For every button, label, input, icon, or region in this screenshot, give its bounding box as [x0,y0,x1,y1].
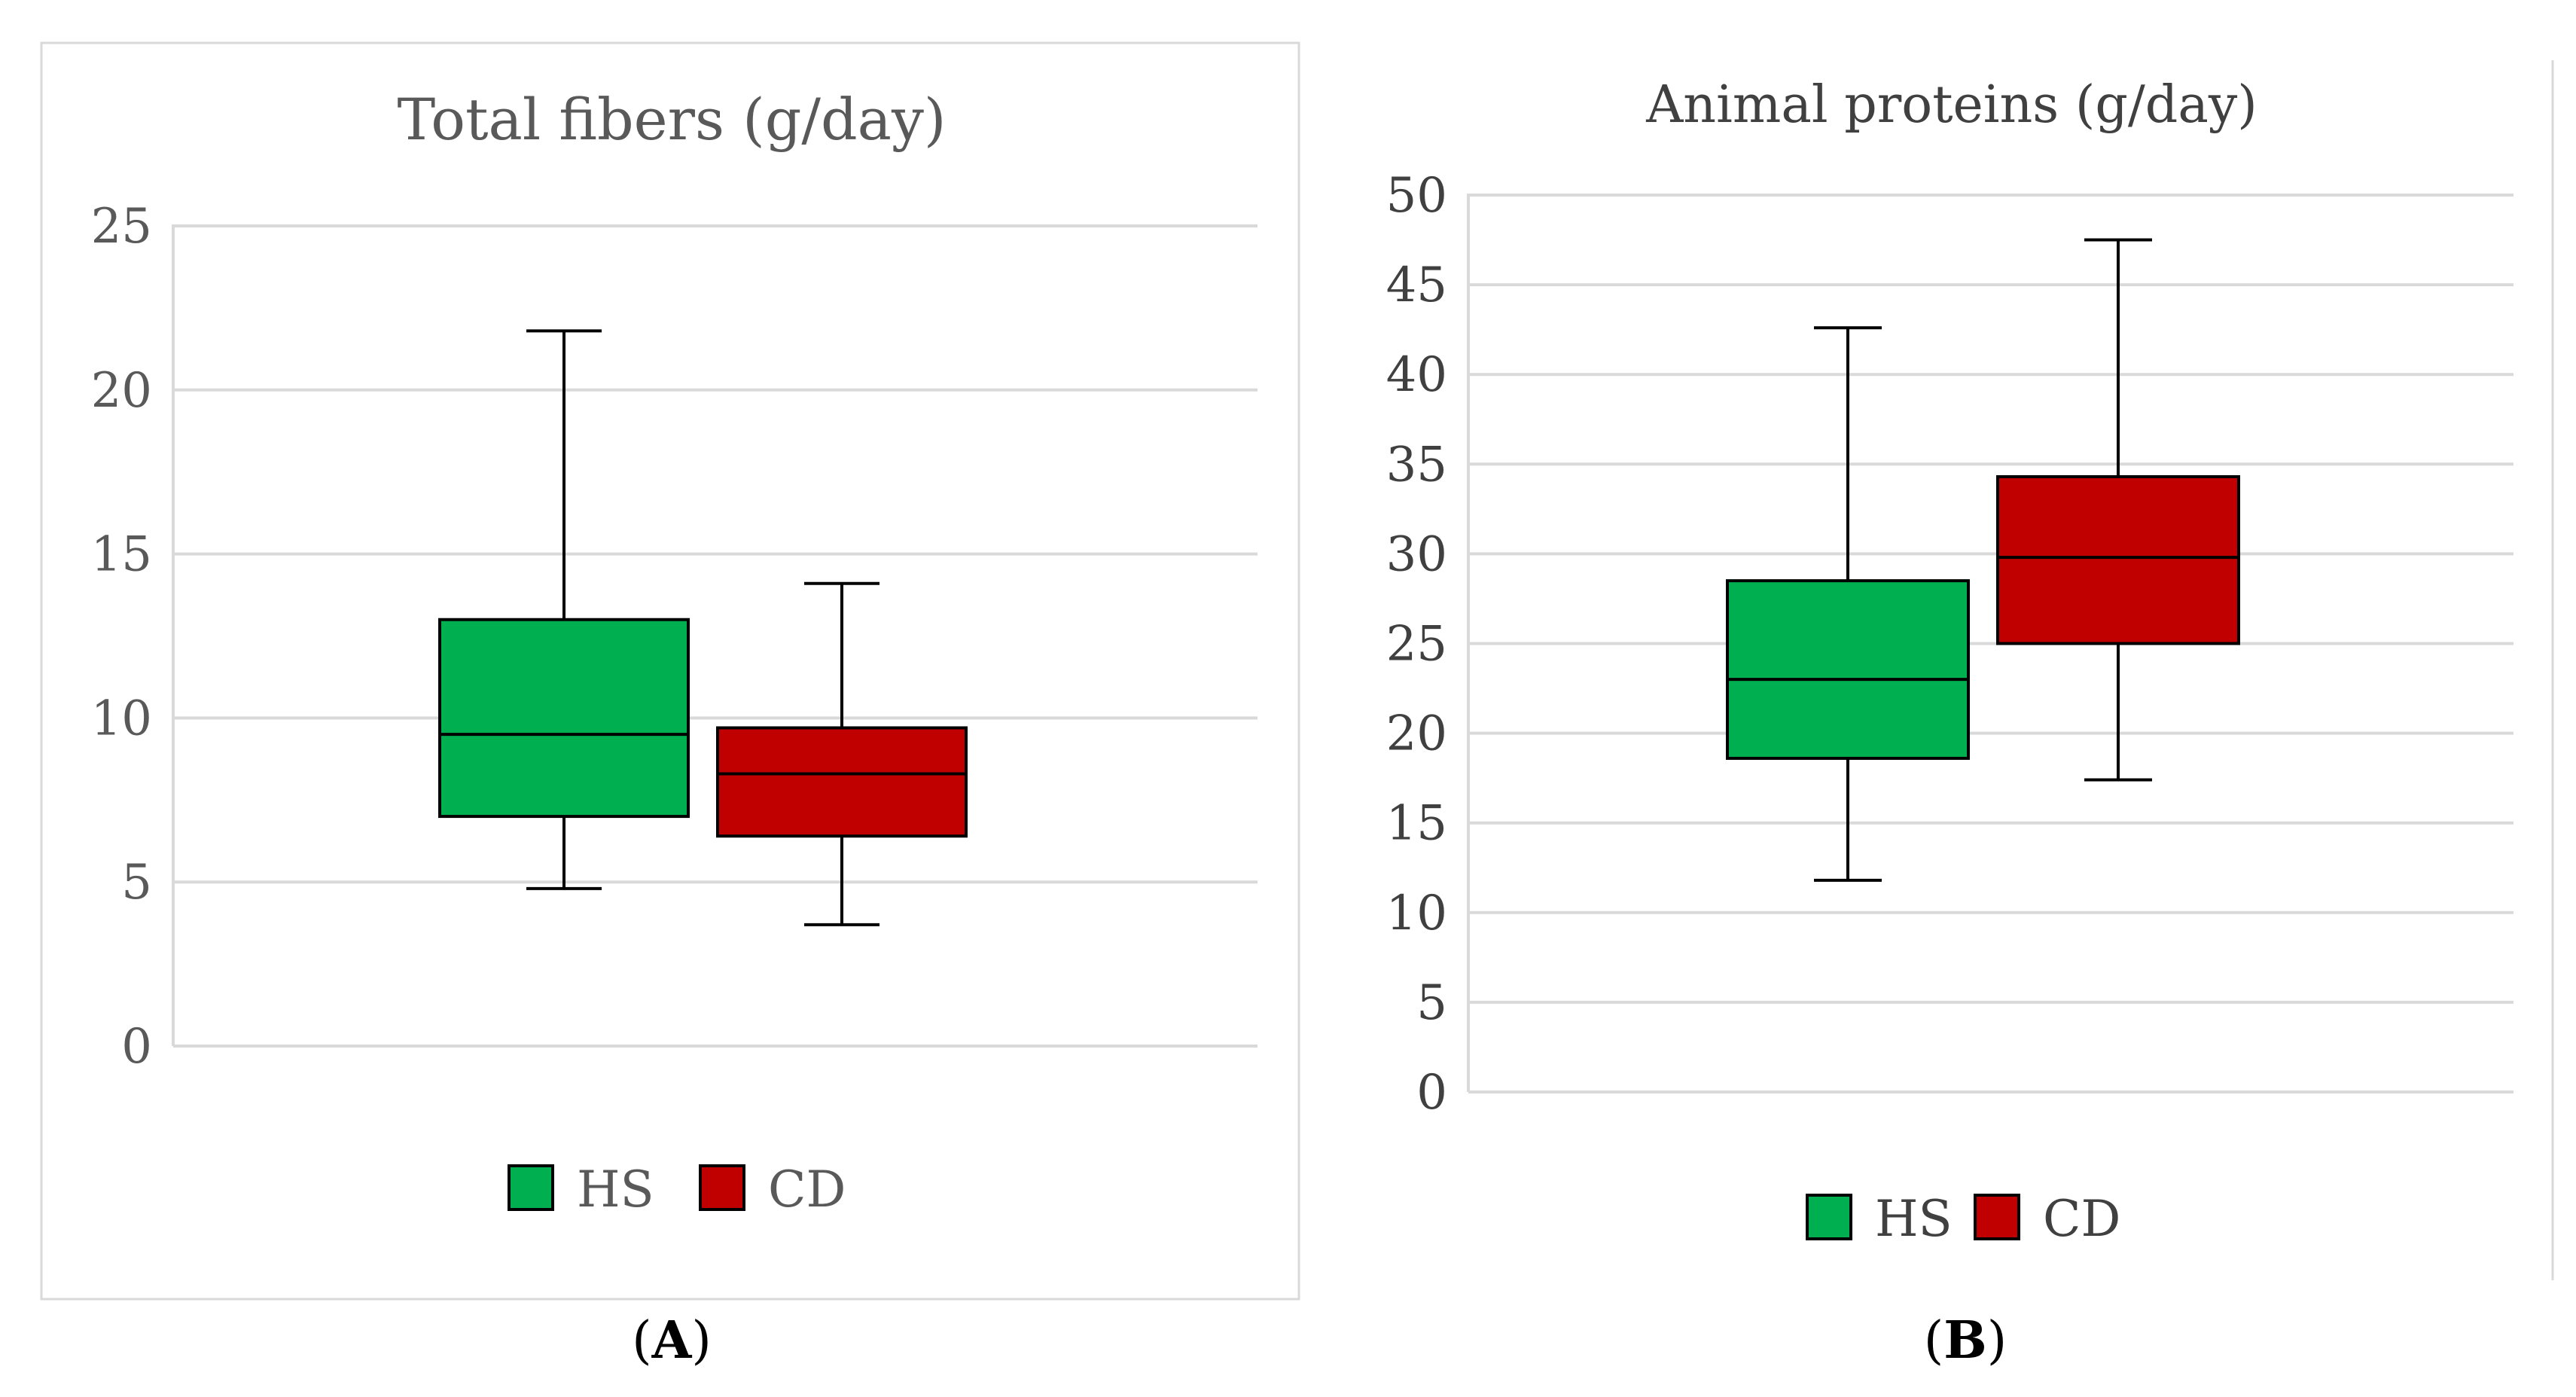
y-tick-label: 15 [1386,796,1447,852]
y-tick-label: 20 [1386,706,1447,762]
legend-label-cd: CD [768,1161,846,1219]
y-tick-label: 35 [1386,437,1447,493]
chart-a: Total fibers (g/day) 0 5 10 15 20 25 HS CD [40,41,1300,1301]
legend-swatch-cd [699,1164,745,1211]
y-tick-label: 0 [121,1019,152,1075]
y-tick-label: 5 [121,855,152,910]
chart-title: Total fibers (g/day) [397,86,946,153]
legend-swatch-hs [1806,1194,1852,1240]
box-hs [1726,579,1970,760]
legend-label-cd: CD [2043,1190,2120,1248]
panel-label-b-letter: B [1943,1310,1987,1371]
y-tick-label: 10 [91,691,152,746]
box-cd [716,726,968,838]
box-hs [438,618,690,819]
legend-swatch-hs [508,1164,554,1211]
y-tick-label: 15 [91,527,152,583]
panel-b: Animal proteins (g/day) 0 5 10 15 20 25 30 35 40 4… [1310,0,2576,1397]
y-tick-label: 10 [1386,886,1447,941]
y-tick-label: 20 [91,363,152,419]
y-tick-label: 40 [1386,347,1447,403]
y-tick-label: 0 [1416,1065,1447,1121]
panel-label-a: (A) [632,1310,712,1371]
panel-label-b: (B) [1923,1310,2007,1371]
box-cd [1996,474,2240,645]
legend-swatch-cd [1974,1194,2020,1240]
legend-label-hs: HS [577,1161,654,1219]
y-tick-label: 25 [91,199,152,255]
panel-label-a-letter: A [651,1310,692,1371]
chart-b: Animal proteins (g/day) 0 5 10 15 20 25 30 35 40 4… [1386,60,2554,1280]
y-tick-label: 45 [1386,258,1447,313]
y-tick-label: 25 [1386,617,1447,673]
legend-label-hs: HS [1875,1190,1953,1248]
chart-frame [40,41,1300,1301]
y-tick-label: 50 [1386,168,1447,224]
panel-a: Total fibers (g/day) 0 5 10 15 20 25 HS CD (A) [40,41,1300,1371]
y-tick-label: 5 [1416,975,1447,1031]
chart-title: Animal proteins (g/day) [1645,75,2257,135]
y-tick-label: 30 [1386,526,1447,582]
